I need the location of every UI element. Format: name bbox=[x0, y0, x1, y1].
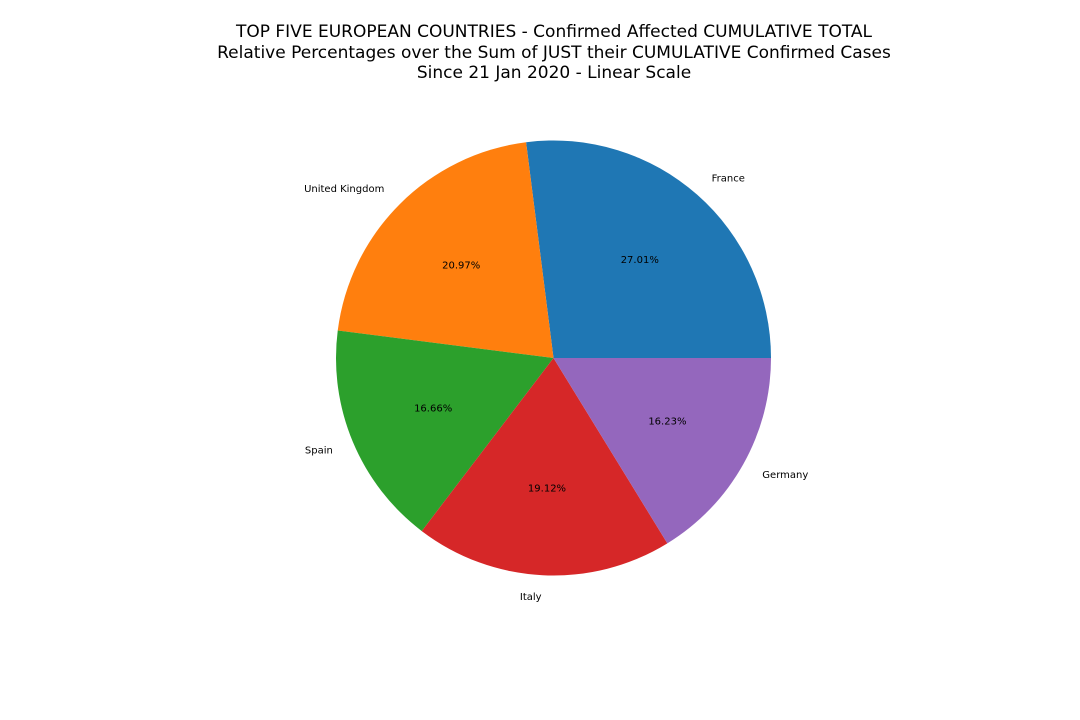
slice-label-united-kingdom: United Kingdom bbox=[304, 184, 384, 195]
slice-percent-spain: 16.66% bbox=[414, 403, 452, 414]
slice-percent-italy: 19.12% bbox=[528, 483, 566, 494]
chart-title-line-3: Since 21 Jan 2020 - Linear Scale bbox=[416, 63, 692, 83]
slice-percent-united-kingdom: 20.97% bbox=[442, 261, 480, 272]
pie-labels: France 27.01% United Kingdom 20.97% Spain 16.… bbox=[304, 173, 808, 602]
pie-slice-germany bbox=[553, 358, 771, 544]
slice-percent-france: 27.01% bbox=[621, 255, 659, 266]
chart-title: TOP FIVE EUROPEAN COUNTRIES - Confirmed … bbox=[0, 22, 1080, 84]
slice-label-spain: Spain bbox=[305, 445, 333, 456]
pie-slices bbox=[335, 140, 771, 576]
slice-label-france: France bbox=[712, 173, 745, 184]
pie-slice-spain bbox=[335, 330, 554, 532]
chart-title-line-2: Relative Percentages over the Sum of JUS… bbox=[217, 42, 891, 63]
pie-slice-france bbox=[526, 140, 771, 358]
pie-slice-italy bbox=[421, 358, 668, 576]
pie-slice-united-kingdom bbox=[337, 142, 554, 358]
slice-label-italy: Italy bbox=[520, 592, 542, 603]
chart-title-line-1: TOP FIVE EUROPEAN COUNTRIES - Confirmed … bbox=[235, 22, 873, 42]
slice-label-germany: Germany bbox=[762, 470, 808, 481]
slice-percent-germany: 16.23% bbox=[648, 417, 686, 428]
